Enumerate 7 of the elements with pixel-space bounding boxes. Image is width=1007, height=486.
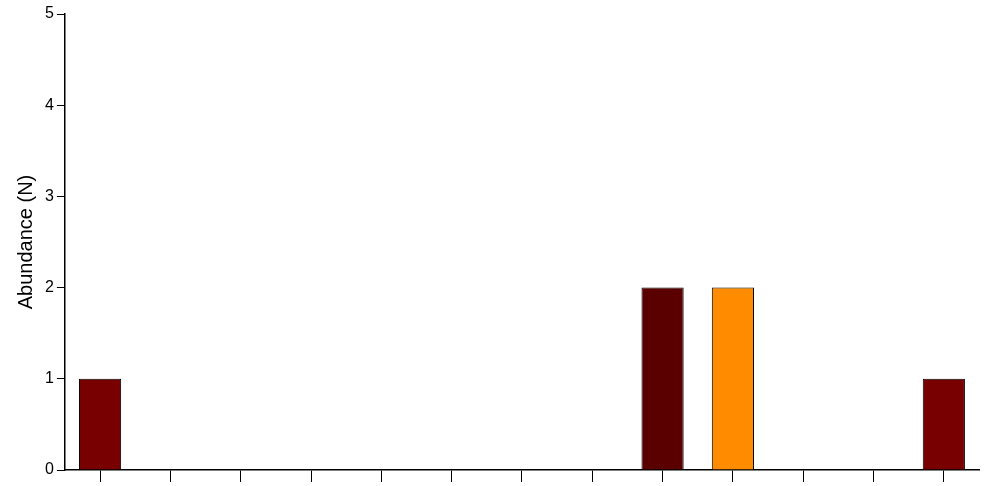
y-tick-label: 2 <box>44 278 54 296</box>
y-tick-label: 3 <box>44 186 54 204</box>
y-tick-label: 4 <box>44 95 54 113</box>
y-axis-title: Abundance (N) <box>13 174 36 310</box>
y-tick-label: 0 <box>44 460 54 478</box>
y-tick-label: 1 <box>44 369 54 387</box>
y-tick-label: 5 <box>44 4 54 22</box>
